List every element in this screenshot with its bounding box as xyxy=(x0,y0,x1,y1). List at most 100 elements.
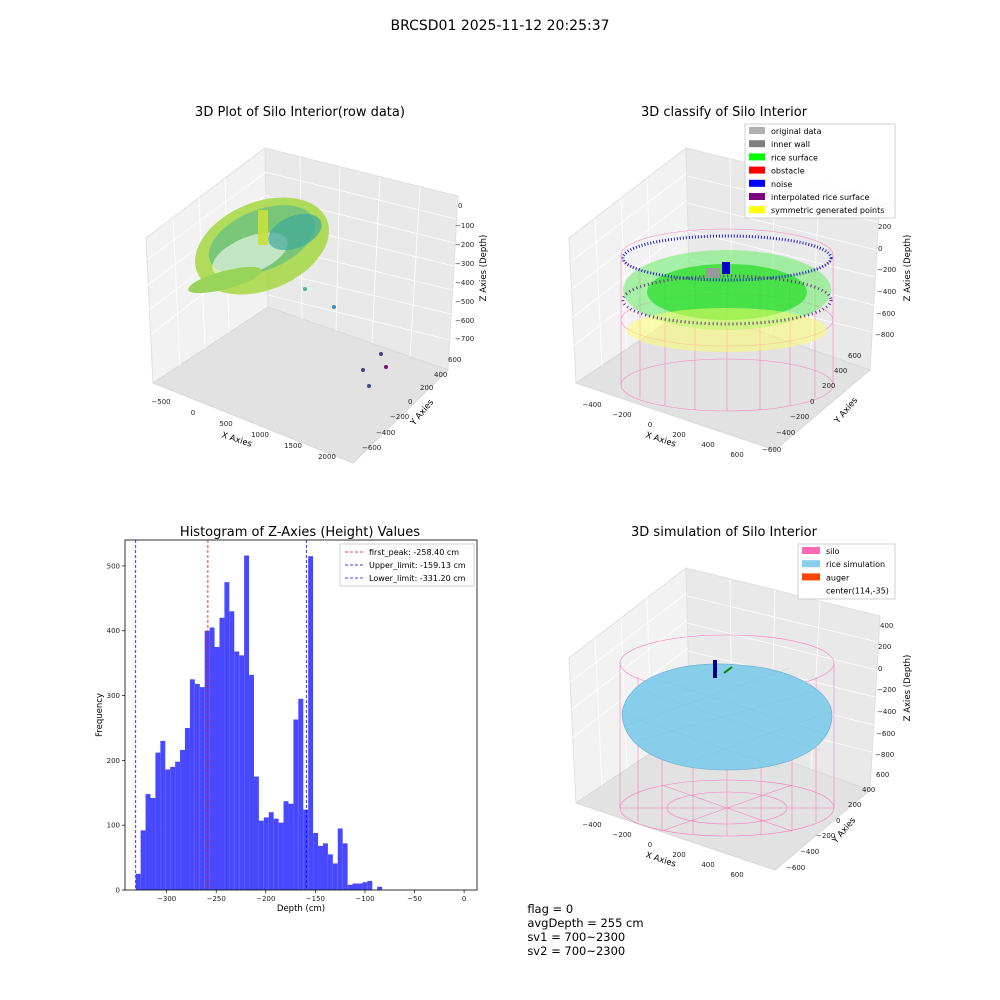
raw-z-label: Z Axies (Depth) xyxy=(479,235,489,302)
svg-text:−600: −600 xyxy=(362,444,381,452)
svg-text:200: 200 xyxy=(420,384,433,392)
histogram-bar xyxy=(303,809,309,890)
sv1-value: sv1 = 700~2300 xyxy=(527,930,626,944)
legend-swatch xyxy=(749,140,765,148)
svg-text:0: 0 xyxy=(191,409,195,417)
svg-text:1000: 1000 xyxy=(251,431,269,439)
svg-text:400: 400 xyxy=(862,786,875,794)
histogram-bar xyxy=(180,750,185,890)
classify-legend-label: noise xyxy=(771,180,792,189)
histogram-bar xyxy=(327,854,333,890)
simulation-plot-title: 3D simulation of Silo Interior xyxy=(631,525,818,540)
classify-legend-label: inner wall xyxy=(771,140,810,149)
histogram-bar xyxy=(214,646,220,890)
svg-text:400: 400 xyxy=(701,861,714,869)
histogram-legend: first_peak: -258.40 cm Upper_limit: -159.… xyxy=(339,543,475,587)
svg-text:−200: −200 xyxy=(877,686,896,694)
svg-text:−500: −500 xyxy=(455,298,474,306)
histogram-bar xyxy=(249,674,254,890)
histogram-reference-lines xyxy=(135,540,307,890)
histogram-bar xyxy=(283,801,289,890)
svg-text:200: 200 xyxy=(878,643,891,651)
x-tick-label: −300 xyxy=(157,895,176,903)
histogram-bar xyxy=(288,803,294,890)
histogram-bar xyxy=(313,832,319,890)
rice-simulation-surface xyxy=(621,663,833,771)
histogram-bar xyxy=(175,761,181,890)
svg-text:−200: −200 xyxy=(816,832,835,840)
y-tick-label: 200 xyxy=(107,757,120,765)
svg-text:0: 0 xyxy=(458,202,462,210)
svg-text:0: 0 xyxy=(836,817,840,825)
svg-text:−200: −200 xyxy=(455,241,474,249)
svg-text:600: 600 xyxy=(448,356,461,364)
histogram-bar xyxy=(367,880,373,890)
y-tick-label: 500 xyxy=(107,562,120,570)
svg-text:400: 400 xyxy=(434,371,447,379)
histogram-bar xyxy=(273,818,279,890)
histogram-bar xyxy=(362,882,368,890)
histogram-title: Histogram of Z-Axies (Height) Values xyxy=(180,525,420,540)
auger-marker xyxy=(713,660,717,678)
histogram-legend-label: Upper_limit: -159.13 cm xyxy=(369,561,466,570)
svg-text:600: 600 xyxy=(730,871,743,879)
histogram-bar xyxy=(189,679,195,890)
center-marker xyxy=(723,666,733,674)
svg-text:−800: −800 xyxy=(875,751,894,759)
flag-value: flag = 0 xyxy=(527,902,574,916)
classify-plot-title: 3D classify of Silo Interior xyxy=(641,105,808,120)
classify-legend-label: interpolated rice surface xyxy=(771,193,869,202)
histogram-bar xyxy=(322,843,328,890)
svg-text:−200: −200 xyxy=(390,413,409,421)
x-tick-label: −100 xyxy=(355,895,374,903)
svg-text:0: 0 xyxy=(648,421,652,429)
svg-text:200: 200 xyxy=(672,851,685,859)
histogram-bar xyxy=(204,630,210,890)
legend-swatch xyxy=(802,560,820,568)
histogram-bar xyxy=(377,886,383,890)
simulation-legend-label: auger xyxy=(826,573,850,582)
histogram-bar xyxy=(145,794,151,890)
histogram-bar xyxy=(140,830,146,890)
figure-title: BRCSD01 2025-11-12 20:25:37 xyxy=(390,18,610,34)
histogram-legend-label: Lower_limit: -331.20 cm xyxy=(369,574,466,583)
classify-legend-label: symmetric generated points xyxy=(771,206,884,215)
histogram-x-ticks: −300 −250 −200 −150 −100 −50 0 xyxy=(157,890,466,903)
histogram-bar xyxy=(352,883,358,890)
y-tick-label: 300 xyxy=(107,692,120,700)
status-footer: flag = 0 avgDepth = 255 cm sv1 = 700~230… xyxy=(520,888,654,958)
histogram-bar xyxy=(219,617,225,890)
raw-plot-title: 3D Plot of Silo Interior(row data) xyxy=(195,105,405,120)
svg-text:0: 0 xyxy=(648,841,652,849)
histogram-x-label: Depth (cm) xyxy=(277,904,325,914)
histogram-bars xyxy=(135,555,383,890)
histogram-bar xyxy=(135,873,141,890)
svg-text:2000: 2000 xyxy=(318,453,336,461)
svg-text:0: 0 xyxy=(878,245,882,253)
svg-text:−600: −600 xyxy=(786,864,805,872)
classify-legend: original data inner wall rice surface obsta… xyxy=(744,123,896,219)
classify-legend-label: rice surface xyxy=(771,153,818,162)
svg-text:−600: −600 xyxy=(876,310,895,318)
raw-z-ticks: 0 −100 −200 −300 −400 −500 −600 −700 xyxy=(455,202,474,343)
histogram-bar xyxy=(224,582,230,890)
raw-y-ticks: 600 400 200 0 −200 −400 −600 xyxy=(362,356,461,452)
svg-text:−200: −200 xyxy=(790,413,809,421)
x-tick-label: −250 xyxy=(207,895,226,903)
histogram-bar xyxy=(268,812,274,890)
x-tick-label: −50 xyxy=(407,895,422,903)
x-tick-label: 0 xyxy=(462,895,466,903)
classify-z-label: Z Axies (Depth) xyxy=(903,235,913,302)
sv2-value: sv2 = 700~2300 xyxy=(527,944,626,958)
svg-text:−200: −200 xyxy=(612,831,631,839)
simulation-scene xyxy=(619,634,835,837)
histogram-bar xyxy=(194,683,200,890)
legend-swatch xyxy=(749,127,765,134)
y-tick-label: 0 xyxy=(116,887,120,895)
legend-swatch xyxy=(749,153,765,161)
histogram-bar xyxy=(347,884,353,890)
svg-text:0: 0 xyxy=(408,398,412,406)
svg-text:200: 200 xyxy=(822,382,835,390)
